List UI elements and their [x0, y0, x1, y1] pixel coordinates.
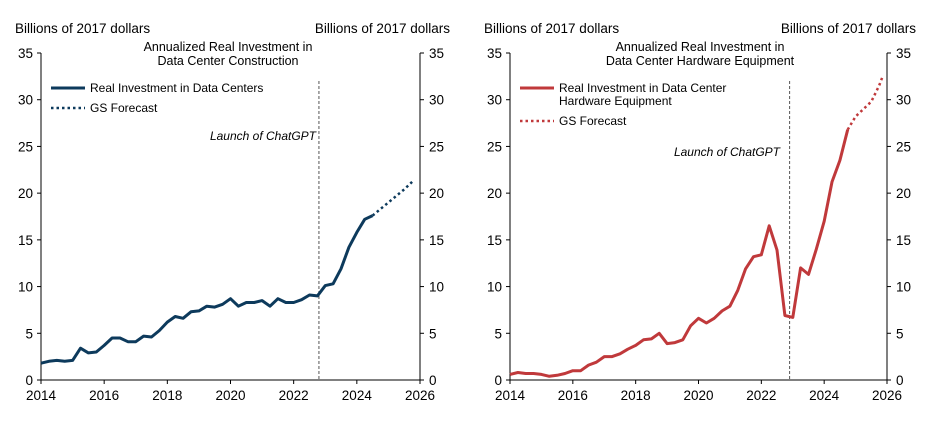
series-line-actual [40, 214, 374, 365]
y-tick-label-left: 30 [18, 93, 33, 108]
y-tick-label-left: 5 [25, 326, 33, 341]
chart-title-line: Annualized Real Investment in [144, 40, 313, 54]
event-marker-label: Launch of ChatGPT [210, 129, 318, 143]
x-tick-label: 2022 [746, 388, 776, 403]
legend-label: GS Forecast [559, 114, 627, 128]
chart-panel-data-center-construction: Billions of 2017 dollars Billions of 2017… [15, 21, 450, 403]
y-tick-label-right: 15 [429, 233, 444, 248]
y-tick-label-left: 0 [494, 373, 502, 388]
y-tick-label-left: 20 [18, 186, 33, 201]
y-tick-label-right: 10 [896, 280, 911, 295]
y-tick-label-left: 15 [18, 233, 33, 248]
y-tick-label-left: 25 [487, 139, 502, 154]
x-tick-label: 2020 [215, 388, 245, 403]
y-tick-label-right: 35 [429, 46, 444, 61]
series-line-forecast [846, 76, 884, 131]
chart-panel-data-center-hardware: Billions of 2017 dollars Billions of 2017… [484, 21, 916, 403]
legend-label: Hardware Equipment [559, 94, 672, 108]
y-tick-label-right: 0 [429, 373, 437, 388]
y-tick-label-right: 20 [429, 186, 444, 201]
x-tick-label: 2016 [558, 388, 588, 403]
x-tick-label: 2026 [405, 388, 435, 403]
y-axis-label-left: Billions of 2017 dollars [484, 21, 619, 36]
y-tick-label-left: 10 [487, 280, 502, 295]
y-axis-label-right: Billions of 2017 dollars [781, 21, 916, 36]
y-tick-label-right: 15 [896, 233, 911, 248]
y-tick-label-right: 30 [429, 93, 444, 108]
x-tick-label: 2014 [26, 388, 57, 403]
legend-label: Real Investment in Data Centers [90, 81, 263, 95]
x-tick-label: 2026 [872, 388, 902, 403]
y-tick-label-left: 5 [494, 326, 502, 341]
y-tick-label-right: 20 [896, 186, 911, 201]
y-tick-label-left: 0 [25, 373, 33, 388]
y-tick-label-right: 35 [896, 46, 911, 61]
x-tick-label: 2022 [279, 388, 309, 403]
x-tick-label: 2020 [683, 388, 713, 403]
x-tick-label: 2024 [342, 388, 373, 403]
y-tick-label-left: 15 [487, 233, 502, 248]
y-tick-label-right: 5 [896, 326, 904, 341]
chart-title-line: Annualized Real Investment in [616, 40, 785, 54]
y-tick-label-right: 10 [429, 280, 444, 295]
y-tick-label-left: 30 [487, 93, 502, 108]
series-line-actual [509, 129, 850, 378]
y-axis-label-left: Billions of 2017 dollars [15, 21, 150, 36]
x-tick-label: 2024 [809, 388, 840, 403]
y-tick-label-left: 25 [18, 139, 33, 154]
chart-title-line: Data Center Construction [157, 54, 298, 68]
x-tick-label: 2014 [495, 388, 526, 403]
y-tick-label-right: 25 [429, 139, 444, 154]
y-tick-label-right: 25 [896, 139, 911, 154]
y-tick-label-left: 20 [487, 186, 502, 201]
legend-label: Real Investment in Data Center [559, 81, 726, 95]
event-marker-label: Launch of ChatGPT [674, 145, 782, 159]
legend-label: GS Forecast [90, 101, 158, 115]
y-tick-label-right: 5 [429, 326, 437, 341]
y-tick-label-right: 0 [896, 373, 904, 388]
x-tick-label: 2018 [152, 388, 182, 403]
chart-title-line: Data Center Hardware Equipment [606, 54, 795, 68]
x-tick-label: 2018 [621, 388, 651, 403]
y-tick-label-left: 10 [18, 280, 33, 295]
y-axis-label-right: Billions of 2017 dollars [315, 21, 450, 36]
x-tick-label: 2016 [89, 388, 119, 403]
y-tick-label-right: 30 [896, 93, 911, 108]
y-tick-label-left: 35 [487, 46, 502, 61]
series-line-forecast [371, 180, 413, 217]
y-tick-label-left: 35 [18, 46, 33, 61]
